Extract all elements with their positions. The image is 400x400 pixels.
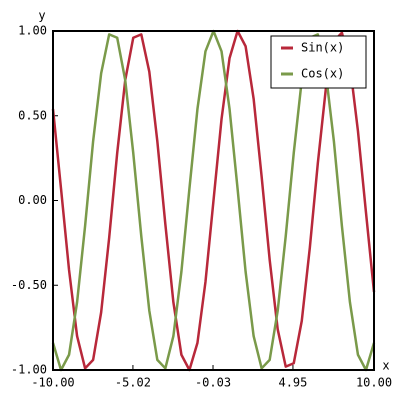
x-tick-label: 10.00 <box>356 376 392 390</box>
y-tick-label: -1.00 <box>11 363 47 377</box>
y-axis-label: y <box>38 9 45 23</box>
y-tick-label: 1.00 <box>18 24 47 38</box>
x-tick-label: 4.95 <box>278 376 307 390</box>
y-tick-label: 0.50 <box>18 108 47 122</box>
legend-box <box>270 35 367 89</box>
x-tick-label: -5.02 <box>115 376 151 390</box>
plot-frame <box>52 30 375 371</box>
x-axis-label: x <box>382 359 389 373</box>
legend-label: Cos(x) <box>301 67 344 81</box>
x-tick-label: -10.00 <box>31 376 74 390</box>
legend-label: Sin(x) <box>301 41 344 55</box>
y-tick-label: -0.50 <box>11 278 47 292</box>
y-tick-label: 0.00 <box>18 193 47 207</box>
series-line <box>51 29 376 372</box>
x-tick-label: -0.03 <box>195 376 231 390</box>
